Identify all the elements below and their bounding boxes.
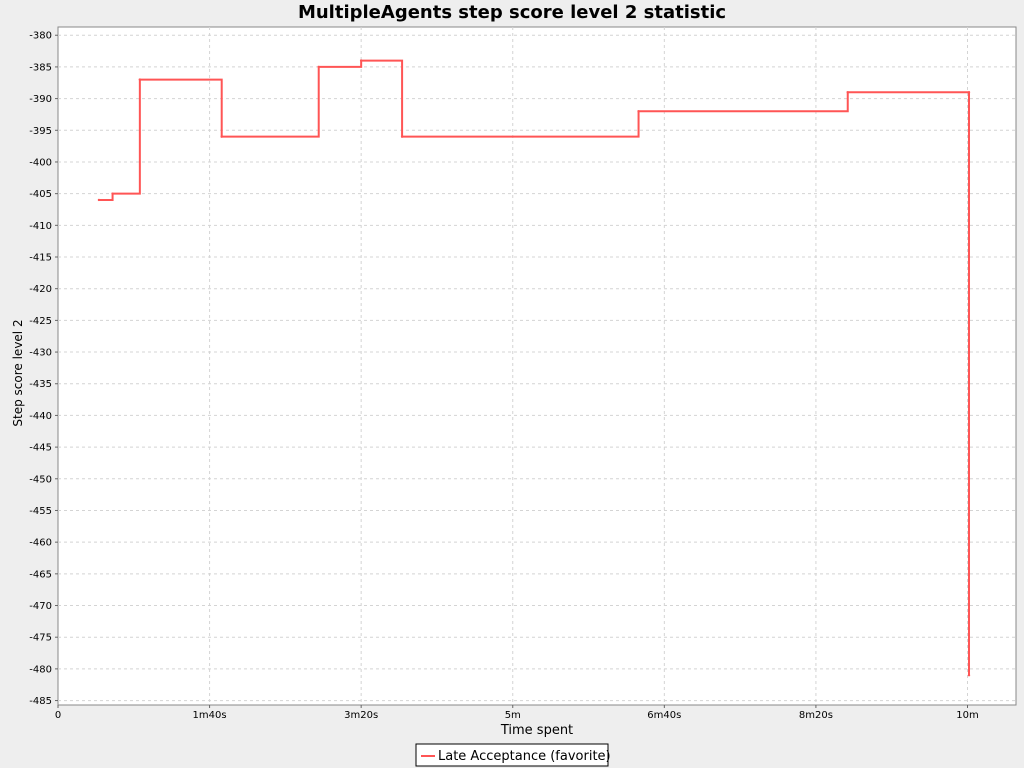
y-tick-label: -395 <box>29 126 52 137</box>
y-tick-label: -405 <box>29 189 52 200</box>
data-point <box>220 135 223 138</box>
data-point <box>359 59 363 62</box>
y-tick-label: -425 <box>29 316 52 327</box>
y-tick-label: -480 <box>29 664 52 675</box>
plot-area <box>57 26 1017 706</box>
y-tick-label: -450 <box>29 474 52 485</box>
x-tick-label: 0 <box>55 710 61 721</box>
y-tick-label: -430 <box>29 348 52 359</box>
y-axis-label: Step score level 2 <box>11 319 25 426</box>
data-point <box>846 91 849 94</box>
y-tick-label: -455 <box>29 506 52 517</box>
y-tick-label: -410 <box>29 221 52 232</box>
legend-label: Late Acceptance (favorite) <box>438 749 611 764</box>
y-tick-label: -460 <box>29 538 52 549</box>
y-tick-label: -385 <box>29 62 52 73</box>
data-point <box>637 110 640 113</box>
x-tick-label: 6m40s <box>647 710 681 721</box>
y-tick-label: -445 <box>29 443 52 454</box>
x-tick-label: 1m40s <box>193 710 227 721</box>
y-tick-label: -485 <box>29 696 52 707</box>
grid <box>58 27 1016 705</box>
x-tick-label: 3m20s <box>344 710 378 721</box>
x-axis-label: Time spent <box>500 723 573 738</box>
data-point <box>400 135 404 138</box>
x-tick-label: 5m <box>505 710 521 721</box>
legend: Late Acceptance (favorite) <box>415 743 611 767</box>
series-layer <box>97 59 971 677</box>
y-tick-label: -475 <box>29 633 52 644</box>
y-tick-label: -440 <box>29 411 52 422</box>
series-line <box>98 59 971 676</box>
x-tick-label: 10m <box>956 710 978 721</box>
legend-box <box>415 743 609 767</box>
x-tick-label: 8m20s <box>799 710 833 721</box>
data-point <box>967 91 971 94</box>
y-tick-label: -390 <box>29 94 52 105</box>
y-tick-label: -415 <box>29 253 52 264</box>
y-tick-label: -420 <box>29 284 52 295</box>
data-point <box>967 674 971 677</box>
y-tick-label: -465 <box>29 569 52 580</box>
chart-title: MultipleAgents step score level 2 statis… <box>298 2 726 23</box>
data-point <box>317 65 320 69</box>
data-point <box>111 192 114 195</box>
y-tick-label: -400 <box>29 157 52 168</box>
y-tick-label: -435 <box>29 379 52 390</box>
data-point <box>138 78 142 81</box>
data-point <box>97 198 101 202</box>
y-tick-label: -470 <box>29 601 52 612</box>
y-tick-label: -380 <box>29 31 52 42</box>
axis-ticks: -380 -385 -390 -395 -400 -405 -410 -415 -420 -425… <box>29 31 978 721</box>
